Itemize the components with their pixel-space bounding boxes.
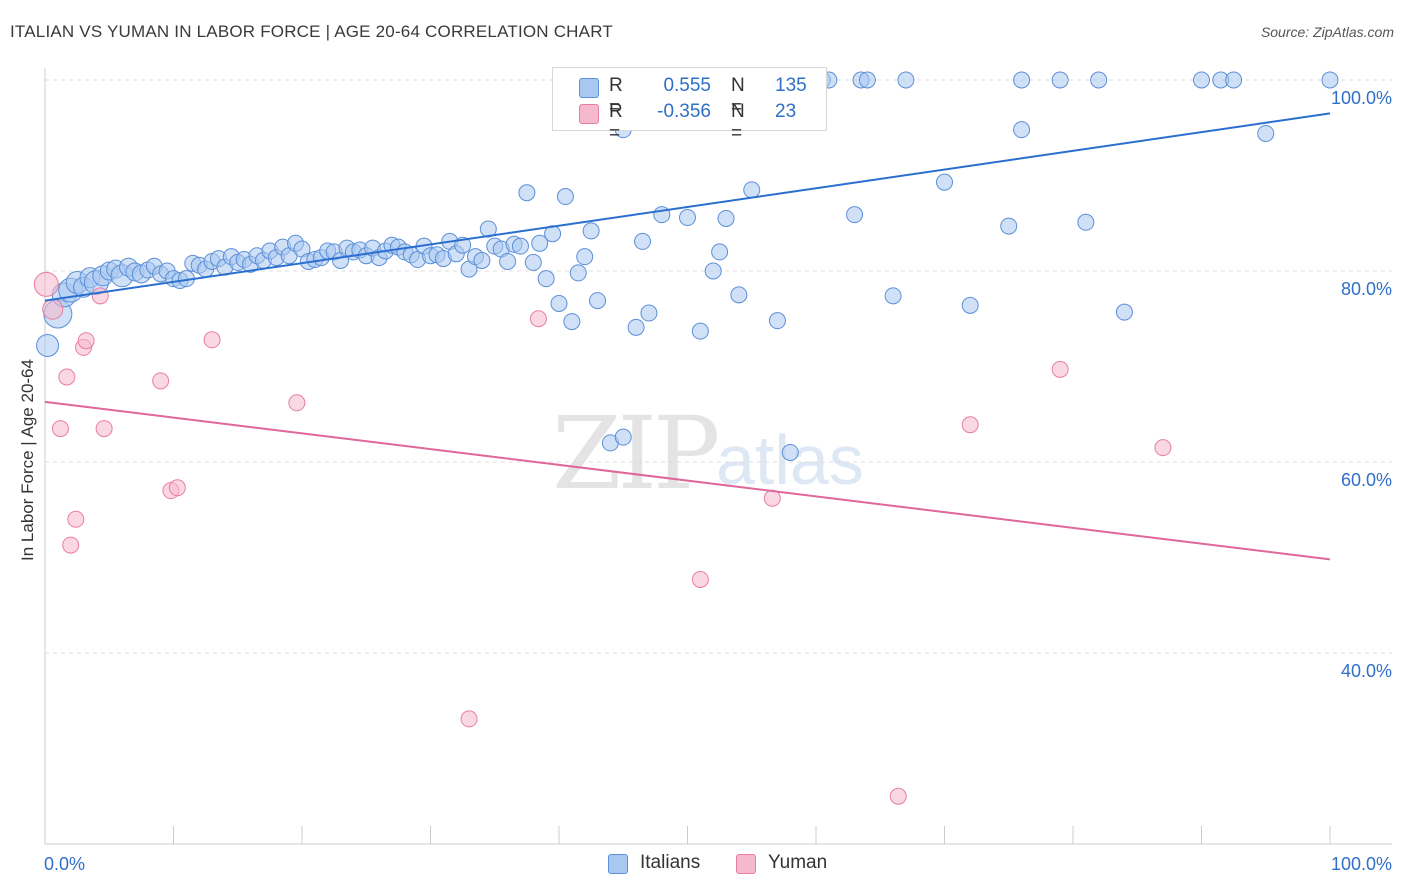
- italians-point: [473, 251, 491, 269]
- yuman-point: [33, 271, 59, 297]
- italians-point: [1257, 124, 1275, 142]
- italians-point: [781, 443, 799, 461]
- italians-point: [640, 304, 658, 322]
- italians-point: [768, 312, 786, 330]
- italians-point: [36, 333, 60, 357]
- italians-point: [1013, 121, 1031, 139]
- italians-point: [537, 270, 555, 288]
- yuman-point: [62, 536, 80, 554]
- italians-point: [518, 184, 536, 202]
- italians-point: [499, 252, 517, 270]
- yuman-point: [168, 479, 186, 497]
- italians-point: [711, 243, 729, 261]
- y-tick-label: 100.0%: [1331, 88, 1392, 108]
- yuman-legend-swatch: [736, 854, 756, 874]
- italians-legend-swatch: [608, 854, 628, 874]
- italians-point: [691, 322, 709, 340]
- yuman-point: [288, 394, 306, 412]
- yuman-point: [889, 787, 907, 805]
- italians-point: [846, 206, 864, 224]
- x-tick-label: 0.0%: [44, 854, 85, 874]
- italians-point: [1090, 71, 1108, 89]
- italians-point: [858, 71, 876, 89]
- yuman-legend-label: Yuman: [768, 852, 828, 873]
- italians-point: [884, 287, 902, 305]
- italians-point: [556, 188, 574, 206]
- italians-point: [563, 313, 581, 331]
- italians-point: [614, 428, 632, 446]
- stats-legend: R = 0.555 N = 135 R = -0.356 N = 23: [552, 67, 827, 144]
- yuman-trend-line: [44, 400, 1331, 561]
- italians-n-value: 135: [775, 75, 807, 96]
- yuman-point: [51, 420, 69, 438]
- y-tick-label: 60.0%: [1341, 470, 1392, 490]
- italians-point: [576, 248, 594, 266]
- italians-point: [717, 209, 735, 227]
- yuman-point: [91, 287, 109, 305]
- italians-point: [627, 318, 645, 336]
- yuman-point: [691, 570, 709, 588]
- y-axis-label: In Labor Force | Age 20-64: [18, 359, 37, 561]
- italians-point: [730, 286, 748, 304]
- yuman-n-label: N =: [731, 101, 745, 144]
- watermark-zip: ZIP: [552, 395, 720, 512]
- italians-swatch: [579, 78, 599, 98]
- yuman-point: [529, 310, 547, 328]
- yuman-point: [1051, 360, 1069, 378]
- italians-point: [1077, 213, 1095, 231]
- yuman-n-value: 23: [775, 101, 797, 122]
- italians-point: [511, 237, 529, 255]
- italians-point: [704, 262, 722, 280]
- italians-point: [1225, 71, 1243, 89]
- yuman-point: [42, 298, 64, 320]
- yuman-r-label: R =: [609, 101, 623, 144]
- chart-title: ITALIAN VS YUMAN IN LABOR FORCE | AGE 20…: [10, 22, 613, 41]
- yuman-r-value: -0.356: [657, 101, 711, 122]
- yuman-point: [460, 710, 478, 728]
- italians-point: [961, 296, 979, 314]
- italians-point: [1193, 71, 1210, 89]
- italians-point: [897, 71, 915, 89]
- italians-r-label: R =: [609, 75, 623, 118]
- italians-point: [589, 292, 607, 310]
- italians-point: [582, 222, 600, 240]
- italians-point: [1115, 303, 1133, 321]
- yuman-point: [1154, 439, 1172, 457]
- yuman-swatch: [579, 104, 599, 124]
- yuman-point: [77, 332, 95, 350]
- source-credit: Source: ZipAtlas.com: [1260, 24, 1394, 40]
- italians-point: [550, 294, 568, 312]
- italians-point: [524, 253, 542, 271]
- yuman-point: [67, 510, 85, 528]
- italians-point: [531, 234, 549, 252]
- yuman-point: [152, 372, 170, 390]
- italians-point: [1013, 71, 1031, 89]
- italians-r-value: 0.555: [663, 75, 711, 96]
- yuman-point: [203, 331, 221, 349]
- italians-point: [634, 232, 652, 250]
- yuman-point: [58, 368, 76, 386]
- italians-point: [1000, 217, 1018, 235]
- yuman-point: [961, 416, 979, 434]
- italians-point: [569, 264, 587, 282]
- italians-point: [1051, 71, 1069, 89]
- italians-point: [679, 209, 696, 227]
- italians-point: [743, 181, 761, 199]
- italians-trend-line: [44, 112, 1331, 302]
- x-tick-label: 100.0%: [1331, 854, 1392, 874]
- y-tick-label: 40.0%: [1341, 661, 1392, 681]
- y-tick-label: 80.0%: [1341, 279, 1392, 299]
- italians-point: [936, 173, 953, 191]
- italians-point: [1321, 71, 1339, 89]
- italians-legend-label: Italians: [640, 852, 701, 873]
- yuman-point: [95, 420, 113, 438]
- italians-n-label: N =: [731, 75, 745, 118]
